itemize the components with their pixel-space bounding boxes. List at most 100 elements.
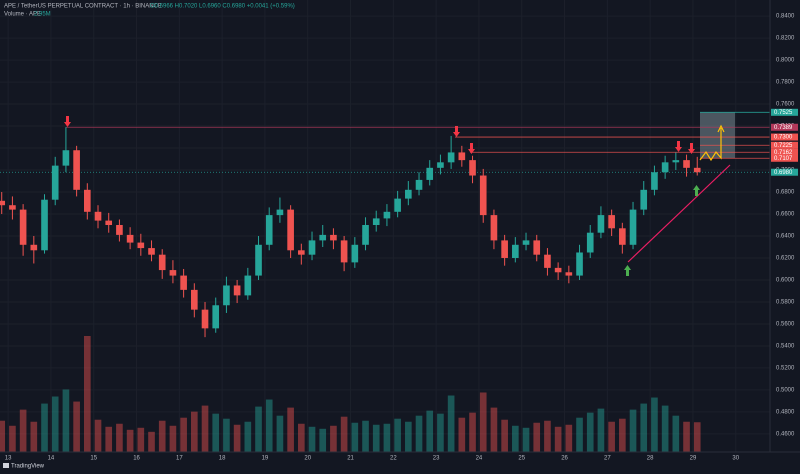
volume-bar xyxy=(661,405,669,452)
candle-body xyxy=(30,244,38,251)
candle-body xyxy=(479,175,487,216)
volume-bar xyxy=(276,415,284,452)
candle-body xyxy=(233,285,241,296)
candle-body xyxy=(287,209,294,251)
x-tick-label: 30 xyxy=(732,456,739,462)
volume-bar xyxy=(683,421,690,452)
volume-bar xyxy=(458,417,466,452)
volume-bar xyxy=(501,419,508,452)
candle-body xyxy=(212,305,220,329)
volume-bar xyxy=(212,413,220,452)
candle-body xyxy=(372,218,380,225)
up-arrow xyxy=(624,265,631,276)
candle-body xyxy=(437,162,444,168)
price-tag-label: 0.7389 xyxy=(774,125,793,131)
y-tick-label: 0.5600 xyxy=(776,322,795,328)
volume-bar xyxy=(554,426,562,452)
price-tag-label: 0.7162 xyxy=(774,150,793,156)
volume-bar xyxy=(73,401,80,452)
volume-bar xyxy=(629,409,637,452)
candle-body xyxy=(683,160,690,168)
price-tag-label: 0.7300 xyxy=(774,135,793,141)
volume-bar xyxy=(565,424,573,452)
candle-body xyxy=(340,240,348,263)
volume-bar xyxy=(41,403,48,452)
volume-bar xyxy=(372,424,380,452)
candle-body xyxy=(565,272,573,276)
candle-body xyxy=(62,150,70,166)
candle-body xyxy=(586,232,594,253)
candle-body xyxy=(94,211,102,221)
volume-bar xyxy=(479,392,487,452)
candle-body xyxy=(158,254,166,271)
volume-bar xyxy=(62,389,70,452)
candle-body xyxy=(9,205,16,210)
brand: TradingView xyxy=(11,464,45,470)
volume-bar xyxy=(308,426,316,452)
volume-bar xyxy=(437,413,444,452)
chart-title: APE / TetherUS PERPETUAL CONTRACT · 1h ·… xyxy=(4,4,162,10)
down-arrow xyxy=(453,126,460,137)
candle-body xyxy=(83,189,91,212)
candle-body xyxy=(105,220,113,225)
candle-body xyxy=(180,275,187,290)
candle-body xyxy=(501,240,508,258)
volume-bar xyxy=(51,396,59,452)
candle-body xyxy=(255,244,262,276)
candle-body xyxy=(544,254,551,268)
candle-body xyxy=(298,250,305,255)
volume-bar xyxy=(287,407,294,452)
volume-bar xyxy=(148,431,155,452)
candle-body xyxy=(490,215,498,241)
candle-body xyxy=(415,179,423,190)
candle-body xyxy=(426,167,434,180)
candle-body xyxy=(693,167,701,173)
price-tag xyxy=(771,141,798,149)
candle-body xyxy=(629,209,637,245)
y-tick-label: 0.7800 xyxy=(776,80,795,86)
candle-body xyxy=(223,285,230,306)
x-tick-label: 23 xyxy=(433,456,440,462)
volume-bar xyxy=(340,416,348,452)
price-tag xyxy=(771,108,798,116)
candle-body xyxy=(619,228,626,245)
volume-bar xyxy=(169,425,177,452)
candle-body xyxy=(19,209,27,245)
volume-bar xyxy=(512,425,519,452)
volume-bar xyxy=(137,427,145,452)
price-tag xyxy=(771,133,798,141)
volume-bar xyxy=(298,423,305,452)
candle-body xyxy=(73,150,80,190)
candle-body xyxy=(201,309,209,329)
candle-body xyxy=(554,267,562,273)
volume-bar xyxy=(426,410,434,452)
candle-body xyxy=(447,152,455,163)
y-tick-label: 0.5400 xyxy=(776,344,795,350)
candle-body xyxy=(597,215,605,233)
y-tick-label: 0.7600 xyxy=(776,102,795,108)
candle-body xyxy=(319,234,327,241)
y-tick-label: 0.6200 xyxy=(776,256,795,262)
volume-bar xyxy=(597,408,605,452)
volume-value: 2.95M xyxy=(34,12,51,18)
candle-body xyxy=(533,240,541,255)
projection-arrowhead xyxy=(717,124,725,133)
candle-body xyxy=(276,209,284,216)
volume-bar xyxy=(244,421,252,452)
x-tick-label: 15 xyxy=(90,456,97,462)
volume-bar xyxy=(330,425,337,452)
y-tick-label: 0.4800 xyxy=(776,409,795,415)
volume-bar xyxy=(105,426,113,452)
candle-body xyxy=(244,275,252,296)
volume-bar xyxy=(319,428,327,452)
volume-bar xyxy=(223,418,230,452)
down-arrow xyxy=(688,143,695,154)
candles xyxy=(0,127,701,338)
price-axis: 0.4600 0.4800 0.5000 0.5200 0.5400 0.5600 0.58… xyxy=(0,0,800,462)
x-tick-label: 20 xyxy=(304,456,311,462)
y-tick-label: 0.6800 xyxy=(776,190,795,196)
candle-body xyxy=(191,289,198,310)
x-tick-label: 18 xyxy=(219,456,226,462)
volume-bar xyxy=(608,421,615,452)
